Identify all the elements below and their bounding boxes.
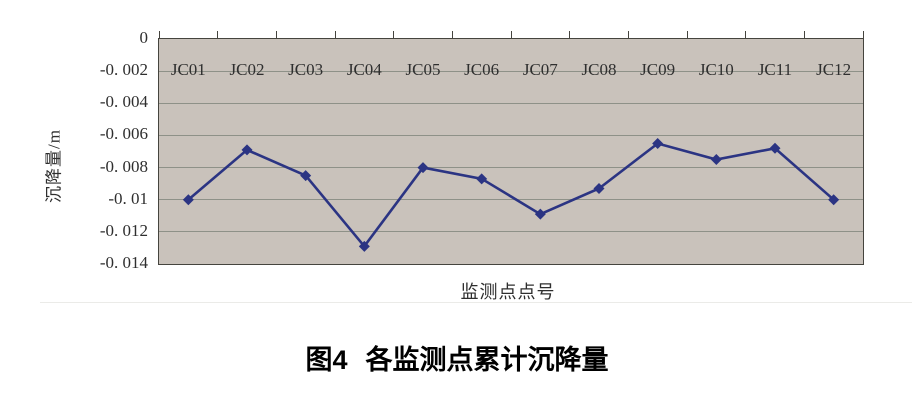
figure-caption-label: 图4	[305, 345, 348, 375]
x-axis-tick	[569, 31, 571, 39]
x-axis-tick	[275, 31, 277, 39]
data-point-marker	[241, 144, 253, 156]
category-label: JC10	[698, 60, 734, 79]
category-label: JC05	[405, 60, 441, 79]
gridline	[159, 231, 863, 233]
y-axis-tick-label: -0. 014	[99, 253, 148, 272]
y-axis-tick-label: -0. 01	[108, 188, 148, 208]
data-point-marker	[593, 182, 605, 194]
chart-frame-bottom-border	[40, 302, 912, 303]
y-axis-tick-label: -0. 004	[99, 92, 148, 112]
y-axis-tick-label: -0. 002	[99, 60, 148, 80]
category-label: JC07	[522, 60, 558, 79]
gridline	[159, 102, 863, 104]
data-point-marker	[652, 137, 664, 149]
figure-caption-title: 各监测点累计沉降量	[365, 345, 609, 375]
data-point-marker	[417, 162, 429, 174]
category-label: JC04	[346, 60, 382, 79]
x-axis-tick	[803, 31, 805, 39]
x-axis-tick	[451, 31, 453, 39]
series-line	[187, 142, 835, 249]
category-label: JC06	[464, 60, 500, 79]
x-axis-tick	[686, 31, 688, 39]
series-layer	[182, 137, 840, 252]
x-axis-tick	[745, 31, 747, 39]
x-axis-tick	[393, 31, 395, 39]
line-chart: 沉降量/m 0 -0. 002 -0. 004 -0. 006 -0. 008 -0. 0…	[45, 28, 864, 302]
y-axis-tick-label: -0. 008	[99, 156, 148, 176]
data-point-marker	[358, 240, 370, 252]
x-axis-tick	[510, 31, 512, 39]
category-label: JC09	[640, 60, 676, 79]
figure-caption: 图4 各监测点累计沉降量	[305, 338, 608, 377]
x-axis-tick	[334, 31, 336, 39]
x-axis-tick	[627, 31, 629, 39]
y-axis-tick-label: -0. 006	[99, 124, 148, 144]
category-label: JC01	[170, 60, 206, 79]
category-label: JC08	[581, 60, 617, 79]
data-point-marker	[710, 154, 722, 166]
gridline	[159, 199, 863, 201]
gridline	[159, 134, 863, 136]
x-axis-title: 监测点点号	[460, 282, 556, 302]
gridline	[159, 167, 863, 169]
data-point-marker	[300, 170, 312, 182]
category-label: JC02	[229, 60, 265, 79]
category-label: JC03	[288, 60, 324, 79]
category-label: JC12	[816, 60, 852, 79]
x-axis-tick	[158, 31, 160, 39]
category-label: JC11	[757, 60, 793, 79]
data-point-marker	[828, 194, 840, 206]
x-axis-tick	[217, 31, 219, 39]
gridline	[159, 70, 863, 72]
data-point-marker	[476, 173, 488, 185]
data-point-marker	[769, 142, 781, 154]
data-point-marker	[182, 194, 194, 206]
y-axis-tick-label: -0. 012	[99, 220, 148, 240]
y-axis-tick-label: 0	[139, 28, 149, 47]
x-axis-tick	[862, 31, 864, 39]
plot-area: JC01 JC02 JC03 JC04 JC05 JC06 JC07 JC08 JC09 JC10…	[158, 31, 864, 265]
data-point-marker	[534, 208, 546, 220]
